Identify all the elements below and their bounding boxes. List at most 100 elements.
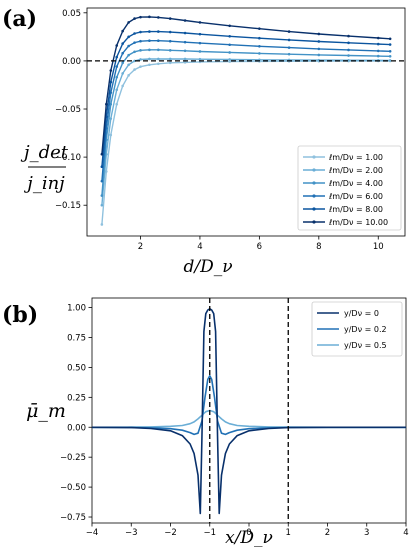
panel-a-ytick-label: 0.05 (62, 9, 81, 19)
panel-a-data-point (115, 65, 119, 68)
panel-a-data-point (228, 24, 231, 28)
panel-a-legend-label: ℓm/Dν = 4.00 (328, 179, 383, 188)
panel-a-data-point (121, 84, 124, 88)
panel-a-data-point (148, 57, 151, 61)
panel-a-data-point (228, 34, 231, 38)
panel-b-ytick-label: 0.25 (67, 393, 86, 403)
panel-a-data-point (115, 44, 119, 47)
panel-a-data-point (157, 16, 160, 19)
panel-a-data-point (121, 51, 124, 55)
panel-a-data-point (376, 49, 380, 53)
panel-a-data-point (157, 48, 160, 52)
panel-a-xtick-label: 4 (197, 242, 202, 252)
panel-a-data-point (317, 40, 321, 43)
panel-a-data-point (183, 61, 187, 64)
panel-a-xtick-label: 10 (373, 242, 384, 252)
panel-a-data-point (109, 69, 113, 72)
panel-a-label: (a) (2, 6, 37, 32)
panel-a-data-point (148, 39, 151, 43)
panel-a-data-point (168, 17, 172, 20)
panel-b-series (91, 307, 406, 515)
panel-a-data-point (127, 44, 130, 48)
panel-b-xtick-label: −1 (203, 528, 216, 538)
panel-a-data-point (133, 17, 136, 20)
panel-a-data-point (228, 60, 231, 63)
panel-a-data-point (133, 41, 136, 44)
panel-b-xtick-label: 4 (403, 528, 408, 538)
panel-a-data-point (105, 170, 108, 173)
panel-a-data-point (121, 29, 124, 33)
panel-a-data-point (100, 152, 104, 156)
panel-a-legend-marker (312, 220, 316, 224)
panel-a-data-point (109, 80, 113, 84)
panel-a-ytick-label: −0.15 (55, 201, 81, 211)
panel-a-data-point (287, 46, 291, 49)
panel-a-data-point (139, 15, 142, 19)
panel-a-data-point (127, 35, 130, 39)
panel-b-xtick-label: −3 (125, 528, 138, 538)
panel-b-legend-label: y/Dν = 0.5 (344, 341, 387, 350)
panel-a-data-point (347, 54, 350, 57)
panel-a-data-point (183, 31, 187, 35)
panel-b-xtick-label: 2 (325, 528, 330, 538)
panel-b-xlabel: x/D_ν (225, 528, 273, 547)
panel-a-data-point (100, 165, 104, 169)
panel-a-data-point (228, 43, 231, 47)
panel-b-ytick-label: 1.00 (67, 304, 86, 314)
panel-a-data-point (388, 43, 392, 46)
panel-b-xtick-label: 1 (286, 528, 291, 538)
panel-b-ytick-label: 0.75 (67, 333, 86, 343)
panel-a-legend-marker (312, 207, 316, 211)
panel-a-data-point (100, 203, 104, 207)
panel-b-ticks: −4 −3 −2 −1 0 1 2 3 4 −0.75 −0.50 −0.25 0.00 0.25 0.50… (60, 304, 409, 538)
panel-a-xtick-label: 6 (257, 242, 262, 252)
panel-a-data-point (148, 48, 151, 52)
panel-b-series-line-1 (91, 307, 406, 515)
panel-a-data-point (376, 36, 380, 40)
panel-a-data-point (376, 42, 380, 46)
panel-a-data-point (148, 63, 151, 67)
panel-a-legend-label: ℓm/Dν = 6.00 (328, 192, 383, 201)
panel-a-series-line-2 (101, 58, 391, 206)
panel-a-data-point (183, 49, 187, 53)
panel-b-ylabel: μ̄_m (26, 400, 66, 422)
panel-a-series (100, 15, 392, 226)
panel-a-data-point (121, 72, 124, 75)
panel-a-data-point (183, 40, 187, 44)
panel-a-data-point (115, 55, 119, 59)
panel-b-ytick-label: −0.75 (60, 513, 86, 523)
panel-a-data-point (115, 102, 119, 106)
panel-a-series-line-6 (101, 16, 391, 155)
panel-a-ytick-label: −0.10 (55, 153, 81, 163)
panel-a-data-point (133, 59, 136, 63)
panel-a-data-point (258, 36, 261, 40)
panel-a-data-point (127, 74, 130, 77)
panel-a-data-point (287, 30, 291, 33)
panel-a-data-point (228, 58, 231, 61)
panel-b-ytick-label: −0.25 (60, 453, 86, 463)
panel-b-legend-label: y/Dν = 0 (344, 309, 379, 318)
panel-a-data-point (258, 44, 261, 48)
panel-a-data-point (198, 32, 202, 36)
panel-a-data-point (287, 38, 291, 42)
panel-b-xtick-label: −4 (86, 528, 99, 538)
panel-a-data-point (157, 57, 160, 61)
panel-b-legend-label: y/Dν = 0.2 (344, 325, 387, 334)
panel-a-data-point (148, 15, 151, 19)
panel-a-data-point (127, 53, 130, 57)
panel-a-legend-label: ℓm/Dν = 10.00 (328, 218, 388, 227)
panel-a: (a) 2 4 6 8 10 −0.15 −0.10 −0.05 0.00 0.05 ℓm/Dν … (2, 6, 406, 277)
panel-a-data-point (388, 54, 392, 58)
panel-a-legend-label: ℓm/Dν = 8.00 (328, 205, 383, 214)
panel-a-data-point (168, 30, 172, 34)
panel-a-data-point (115, 88, 119, 92)
panel-a-data-point (168, 49, 172, 52)
panel-a-data-point (183, 19, 187, 22)
panel-b-xtick-label: 3 (364, 528, 369, 538)
panel-a-data-point (347, 34, 350, 38)
panel-a-data-point (168, 57, 172, 61)
panel-b: (b) −4 −3 −2 −1 0 1 2 3 4 −0.75 −0.50 −0.25 0.00 0.25… (2, 297, 409, 547)
panel-a-data-point (287, 52, 291, 56)
panel-a-data-point (121, 61, 124, 65)
